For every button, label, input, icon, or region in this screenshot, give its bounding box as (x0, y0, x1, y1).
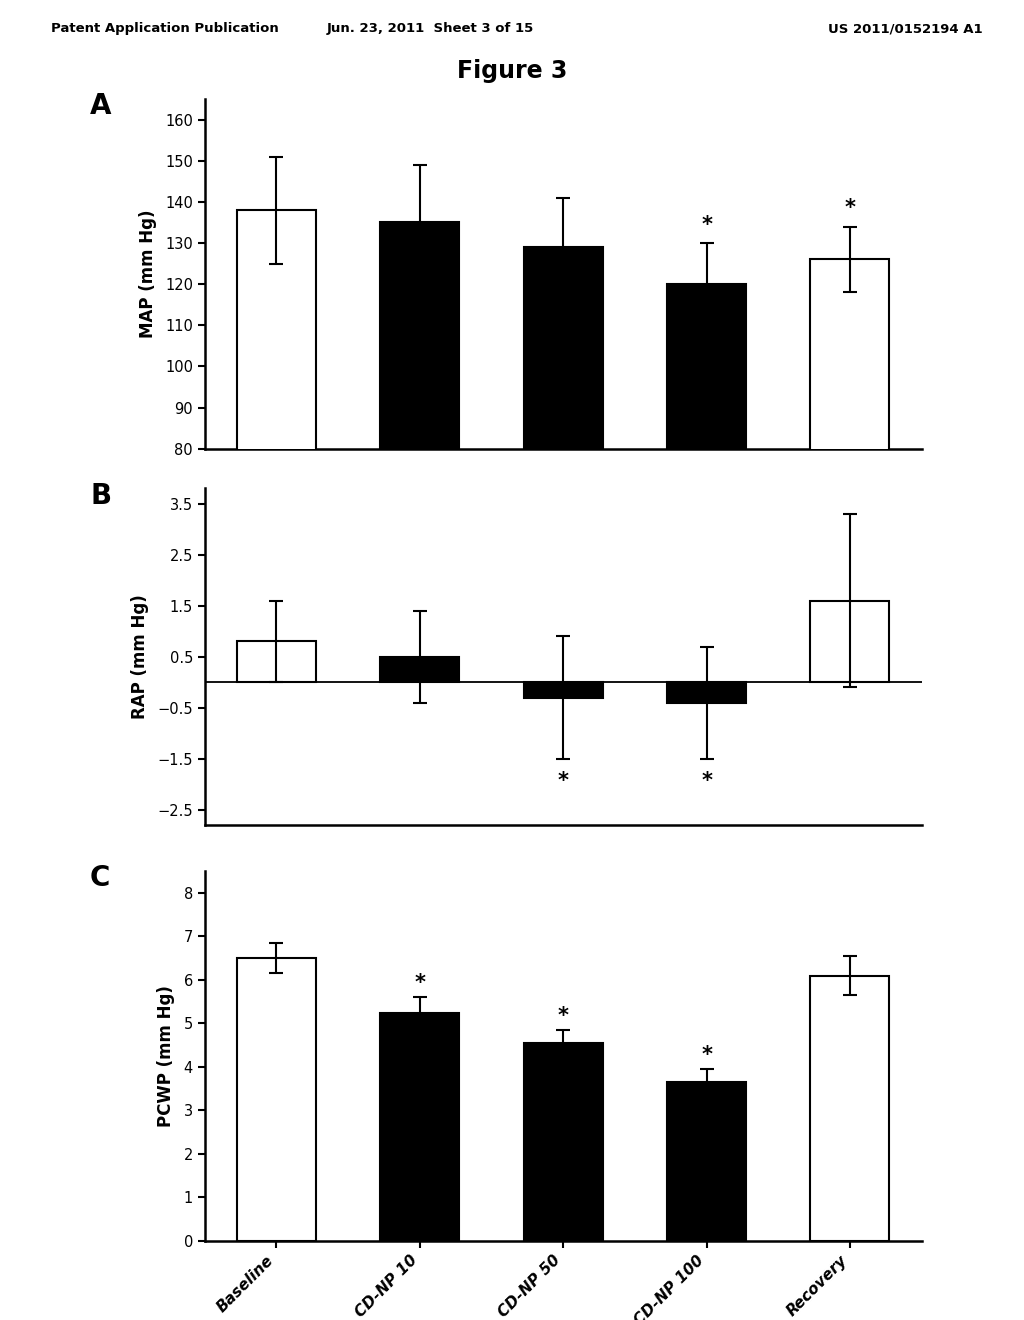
Bar (668, 1082, 745, 1241)
Bar (524, 1043, 602, 1241)
Bar (381, 223, 459, 777)
Bar (524, 682, 602, 697)
Text: *: * (558, 771, 568, 792)
Text: US 2011/0152194 A1: US 2011/0152194 A1 (828, 22, 983, 36)
Text: Patent Application Publication: Patent Application Publication (51, 22, 279, 36)
Bar (238, 958, 315, 1241)
Text: *: * (701, 771, 712, 792)
Text: *: * (558, 1006, 568, 1026)
Bar (381, 1012, 459, 1241)
Y-axis label: RAP (mm Hg): RAP (mm Hg) (131, 594, 150, 719)
Bar (668, 284, 745, 777)
Bar (238, 642, 315, 682)
Text: A: A (90, 92, 112, 120)
Bar (668, 682, 745, 702)
Text: *: * (415, 973, 425, 993)
Bar (238, 210, 315, 777)
Text: Figure 3: Figure 3 (457, 59, 567, 83)
Bar (381, 657, 459, 682)
Text: B: B (90, 482, 112, 510)
Bar (811, 601, 889, 682)
Y-axis label: PCWP (mm Hg): PCWP (mm Hg) (158, 985, 175, 1127)
Y-axis label: MAP (mm Hg): MAP (mm Hg) (138, 210, 157, 338)
Text: C: C (90, 863, 111, 892)
Text: *: * (845, 198, 855, 218)
Bar (811, 975, 889, 1241)
Bar (524, 247, 602, 777)
Text: Jun. 23, 2011  Sheet 3 of 15: Jun. 23, 2011 Sheet 3 of 15 (327, 22, 534, 36)
Text: *: * (701, 1044, 712, 1065)
Text: *: * (701, 215, 712, 235)
Bar (811, 260, 889, 777)
